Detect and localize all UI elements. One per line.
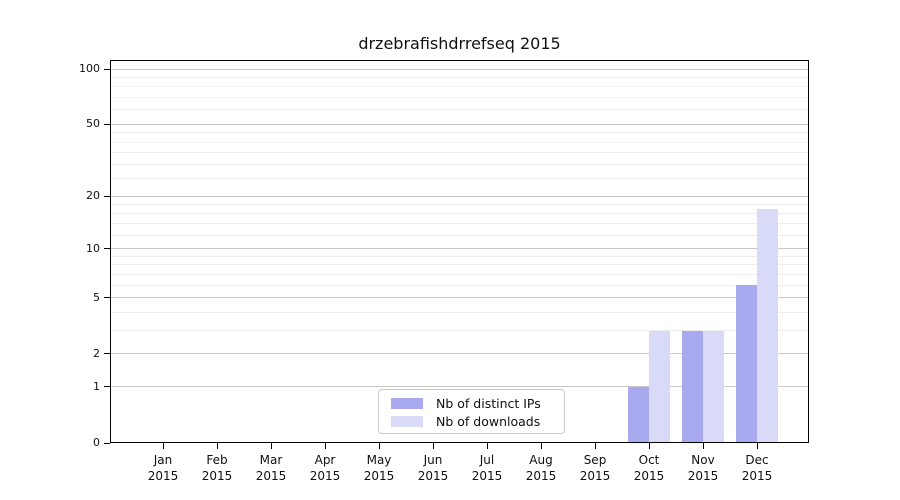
x-tick-mar (271, 443, 272, 449)
gridline-minor-6 (110, 284, 809, 286)
y-tick-label-2: 2 (93, 346, 100, 360)
legend-label-distinct-ips: Nb of distinct IPs (436, 396, 541, 411)
y-tick-label-1: 1 (93, 379, 100, 393)
gridline-minor-25 (110, 178, 809, 180)
gridline-minor-40 (110, 141, 809, 143)
x-tick-label-dec: Dec 2015 (741, 453, 773, 483)
x-tick-dec (757, 443, 758, 449)
x-tick-label-jan: Jan 2015 (147, 453, 179, 483)
x-tick-may (379, 443, 380, 449)
gridline-minor-35 (110, 152, 809, 154)
plot-area (110, 60, 809, 443)
y-tick-20 (104, 195, 110, 197)
gridline-minor-90 (110, 76, 809, 78)
x-tick-nov (703, 443, 704, 449)
y-tick-label-50: 50 (86, 117, 100, 131)
bar-distinct-ips-nov (682, 330, 703, 443)
gridline-major-20 (110, 195, 809, 197)
gridline-minor-80 (110, 86, 809, 88)
gridline-major-50 (110, 123, 809, 125)
y-tick-label-100: 100 (79, 62, 100, 75)
gridline-minor-9 (110, 255, 809, 257)
x-tick-label-jul: Jul 2015 (471, 453, 503, 483)
x-tick-label-feb: Feb 2015 (201, 453, 233, 483)
gridline-minor-7 (110, 273, 809, 275)
x-tick-sep (595, 443, 596, 449)
chart-title: drzebrafishdrrefseq 2015 (358, 34, 561, 53)
gridline-minor-45 (110, 132, 809, 134)
gridline-major-10 (110, 248, 809, 250)
y-tick-1 (104, 386, 110, 388)
gridline-minor-3 (110, 330, 809, 332)
x-tick-apr (325, 443, 326, 449)
bar-distinct-ips-oct (628, 386, 649, 443)
gridline-minor-4 (110, 312, 809, 314)
x-tick-label-apr: Apr 2015 (309, 453, 341, 483)
y-tick-10 (104, 248, 110, 250)
gridline-major-100 (110, 68, 809, 70)
y-tick-label-20: 20 (86, 189, 100, 203)
y-tick-50 (104, 123, 110, 125)
x-tick-label-nov: Nov 2015 (687, 453, 719, 483)
gridline-minor-12 (110, 234, 809, 236)
x-tick-aug (541, 443, 542, 449)
gridline-major-1 (110, 386, 809, 388)
legend-item-downloads: Nb of downloads (391, 413, 564, 430)
y-tick-100 (104, 68, 110, 70)
bar-downloads-oct (649, 330, 670, 443)
x-tick-label-oct: Oct 2015 (633, 453, 665, 483)
legend: Nb of distinct IPs Nb of downloads (378, 389, 565, 434)
x-tick-jun (433, 443, 434, 449)
x-tick-label-aug: Aug 2015 (525, 453, 557, 483)
gridline-major-2 (110, 353, 809, 355)
bar-downloads-nov (703, 330, 724, 443)
x-tick-feb (217, 443, 218, 449)
gridline-minor-8 (110, 264, 809, 266)
legend-label-downloads: Nb of downloads (436, 414, 541, 429)
x-tick-jan (163, 443, 164, 449)
legend-swatch-distinct-ips (391, 398, 423, 409)
x-tick-label-mar: Mar 2015 (255, 453, 287, 483)
gridline-minor-14 (110, 223, 809, 225)
y-tick-label-5: 5 (93, 290, 100, 304)
gridline-minor-70 (110, 97, 809, 99)
y-tick-label-10: 10 (86, 241, 100, 255)
x-tick-jul (487, 443, 488, 449)
gridline-minor-16 (110, 212, 809, 214)
gridline-minor-18 (110, 203, 809, 205)
x-tick-oct (649, 443, 650, 449)
bar-distinct-ips-dec (736, 285, 757, 443)
y-tick-2 (104, 353, 110, 355)
x-tick-label-sep: Sep 2015 (579, 453, 611, 483)
y-tick-label-0: 0 (93, 436, 100, 449)
x-tick-label-jun: Jun 2015 (417, 453, 449, 483)
y-tick-0 (104, 442, 110, 444)
y-tick-5 (104, 297, 110, 299)
x-tick-label-may: May 2015 (363, 453, 395, 483)
gridline-major-5 (110, 297, 809, 299)
gridline-minor-60 (110, 109, 809, 111)
legend-swatch-downloads (391, 416, 423, 427)
gridline-minor-30 (110, 164, 809, 166)
legend-item-distinct-ips: Nb of distinct IPs (391, 395, 564, 412)
bar-downloads-dec (757, 208, 778, 443)
